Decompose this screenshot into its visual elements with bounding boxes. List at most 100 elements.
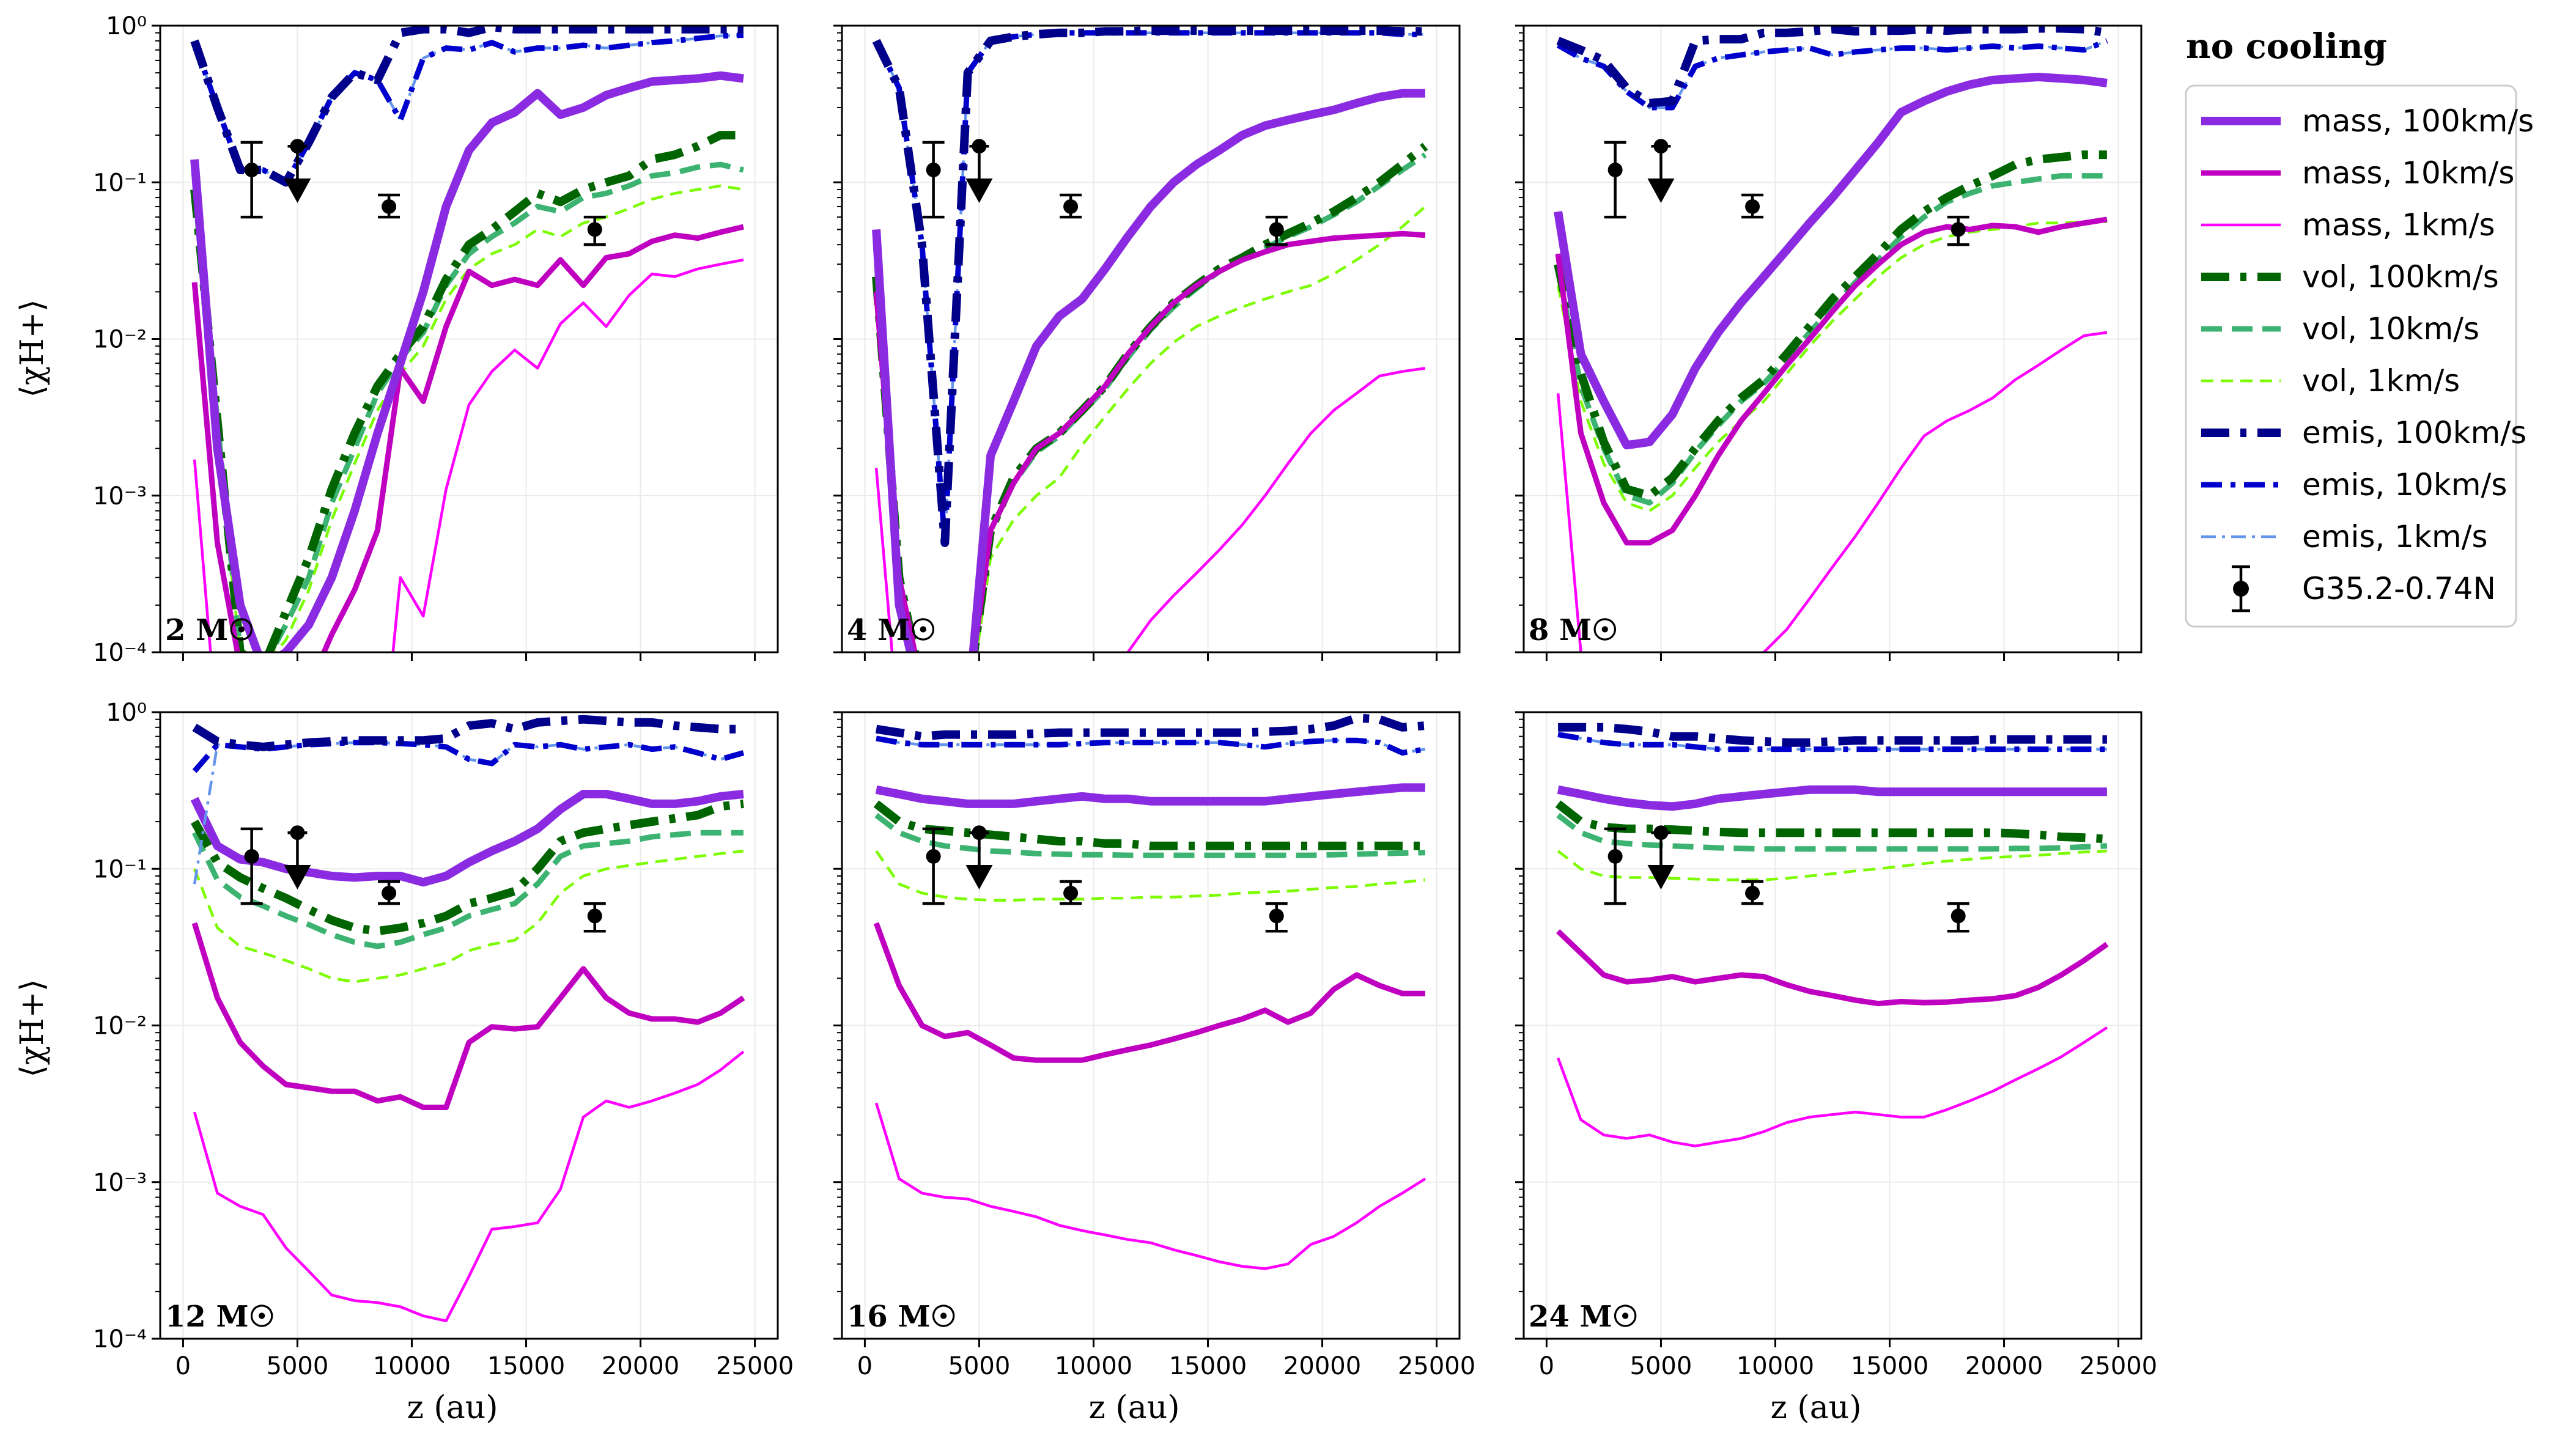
legend-swatch-marker bbox=[2233, 581, 2249, 597]
x-tick-label: 5000 bbox=[267, 1352, 329, 1380]
observation-marker bbox=[926, 848, 941, 864]
series-group bbox=[190, 715, 745, 1323]
x-tick-label: 5000 bbox=[1630, 1352, 1692, 1380]
y-tick-label: 10⁻⁴ bbox=[93, 639, 147, 667]
y-tick-label: 10⁻¹ bbox=[93, 169, 147, 197]
legend-label: vol, 100km/s bbox=[2302, 259, 2499, 295]
observation-points bbox=[240, 139, 606, 246]
series-line-mass100 bbox=[872, 89, 1425, 652]
panel-label: 12 M☉ bbox=[165, 1300, 275, 1334]
x-tick-label: 25000 bbox=[1398, 1352, 1475, 1380]
observation-marker bbox=[244, 848, 259, 864]
series-group bbox=[872, 26, 1428, 652]
upper-limit-arrow bbox=[284, 864, 311, 889]
observation-marker bbox=[1269, 908, 1284, 924]
legend-entry-vol10: vol, 10km/s bbox=[2201, 311, 2479, 347]
series-line-vol100 bbox=[1554, 150, 2107, 500]
panel-1: 10⁻⁴ 10⁻³ 10⁻² 10⁻¹ 10⁰ 2 M☉ bbox=[93, 12, 779, 667]
series-line-vol10 bbox=[874, 812, 1425, 858]
series-group bbox=[1555, 723, 2109, 1147]
series-line-vol1 bbox=[875, 850, 1426, 902]
observation-marker bbox=[1745, 199, 1760, 214]
observation-marker bbox=[587, 222, 602, 237]
legend-entry-emis10: emis, 10km/s bbox=[2201, 467, 2507, 502]
observation-marker bbox=[1950, 908, 1966, 924]
legend-label: vol, 10km/s bbox=[2302, 311, 2479, 347]
observation-marker bbox=[972, 825, 987, 841]
legend-label: emis, 100km/s bbox=[2302, 415, 2526, 451]
observation-marker bbox=[1950, 222, 1966, 237]
x-tick-label: 20000 bbox=[1965, 1352, 2043, 1380]
ticks bbox=[1515, 24, 2120, 661]
observation-marker bbox=[382, 199, 397, 214]
x-axis-label: z (au) bbox=[1771, 1389, 1862, 1426]
series-line-mass10 bbox=[873, 922, 1425, 1063]
observation-marker bbox=[1653, 825, 1669, 841]
series-line-vol1 bbox=[1556, 220, 2107, 512]
observation-points bbox=[240, 825, 606, 933]
series-line-mass1 bbox=[193, 258, 744, 652]
legend-label: emis, 1km/s bbox=[2302, 519, 2488, 554]
series-line-mass10 bbox=[873, 230, 1426, 652]
x-tick-label: 25000 bbox=[2080, 1352, 2157, 1380]
series-line-mass1 bbox=[1556, 1026, 2108, 1147]
series-line-emis10 bbox=[876, 735, 1426, 756]
series-line-emis100 bbox=[1558, 723, 2107, 747]
y-tick-label: 10⁻³ bbox=[93, 1169, 147, 1197]
ticks: 0 5000 10000 15000 20000 25000 10⁻⁴ 10⁻³ 10⁻² 10⁻… bbox=[93, 699, 794, 1380]
series-line-emis100 bbox=[1556, 26, 2108, 108]
series-line-mass100 bbox=[190, 71, 744, 652]
x-axis-label: z (au) bbox=[407, 1389, 498, 1426]
series-line-vol100 bbox=[190, 131, 744, 652]
legend-label: mass, 10km/s bbox=[2302, 155, 2514, 191]
y-axis-label-text: ⟨χH+⟩ bbox=[14, 979, 51, 1077]
panel-5: 0 5000 10000 15000 20000 25000 16 M☉ bbox=[833, 711, 1475, 1380]
panel-label: 2 M☉ bbox=[165, 613, 254, 647]
legend-label: vol, 1km/s bbox=[2302, 363, 2460, 399]
observation-marker bbox=[1607, 162, 1623, 177]
series-line-vol1 bbox=[874, 205, 1426, 652]
panel-label: 8 M☉ bbox=[1529, 613, 1618, 647]
panels-group: 10⁻⁴ 10⁻³ 10⁻² 10⁻¹ 10⁰ 2 M☉ 4 M☉ 8 M☉ 0 5000 1000… bbox=[93, 12, 2157, 1380]
x-tick-label: 15000 bbox=[487, 1352, 565, 1380]
x-tick-label: 10000 bbox=[1055, 1352, 1132, 1380]
series-line-emis100 bbox=[876, 713, 1426, 741]
series-line-vol10 bbox=[1556, 812, 2108, 852]
observation-marker bbox=[1607, 848, 1623, 864]
panel-label: 4 M☉ bbox=[847, 613, 936, 647]
legend-entries: mass, 100km/s mass, 10km/s mass, 1km/s vol,… bbox=[2201, 103, 2534, 613]
grid bbox=[160, 25, 778, 653]
series-line-vol100 bbox=[190, 799, 744, 936]
y-tick-label: 10⁻¹ bbox=[93, 855, 147, 883]
x-tick-label: 20000 bbox=[602, 1352, 679, 1380]
ticks: 0 5000 10000 15000 20000 25000 bbox=[1515, 711, 2157, 1380]
y-tick-label: 10⁻² bbox=[93, 1012, 147, 1040]
ticks: 10⁻⁴ 10⁻³ 10⁻² 10⁻¹ 10⁰ bbox=[93, 12, 756, 667]
y-tick-label: 10⁰ bbox=[106, 12, 147, 40]
x-tick-label: 0 bbox=[1539, 1352, 1554, 1380]
y-tick-label: 10⁻³ bbox=[93, 482, 147, 510]
observation-points bbox=[1604, 825, 1969, 933]
observation-points bbox=[922, 825, 1288, 933]
y-axis-label-top: ⟨χH+⟩ bbox=[14, 299, 51, 397]
legend-entry-mass1: mass, 1km/s bbox=[2201, 207, 2495, 243]
series-line-mass1 bbox=[1556, 331, 2108, 652]
series-line-vol10 bbox=[191, 161, 744, 652]
grid bbox=[842, 25, 1460, 653]
grid bbox=[1524, 712, 2141, 1339]
series-line-vol1 bbox=[1557, 849, 2108, 881]
panel-label: 16 M☉ bbox=[847, 1300, 957, 1334]
series-line-mass100 bbox=[190, 790, 744, 887]
upper-limit-arrow bbox=[1647, 178, 1675, 203]
y-axis-label-bottom: ⟨χH+⟩ bbox=[14, 979, 51, 1077]
legend-label: emis, 10km/s bbox=[2302, 467, 2507, 502]
series-group bbox=[1554, 26, 2108, 652]
y-tick-label: 10⁻⁴ bbox=[93, 1325, 147, 1353]
series-line-emis10 bbox=[192, 740, 745, 773]
observation-marker bbox=[972, 139, 987, 154]
series-line-mass1 bbox=[874, 367, 1426, 652]
series-line-mass100 bbox=[1557, 785, 2107, 811]
x-tick-label: 15000 bbox=[1851, 1352, 1928, 1380]
observation-marker bbox=[382, 885, 397, 900]
x-tick-label: 0 bbox=[857, 1352, 873, 1380]
